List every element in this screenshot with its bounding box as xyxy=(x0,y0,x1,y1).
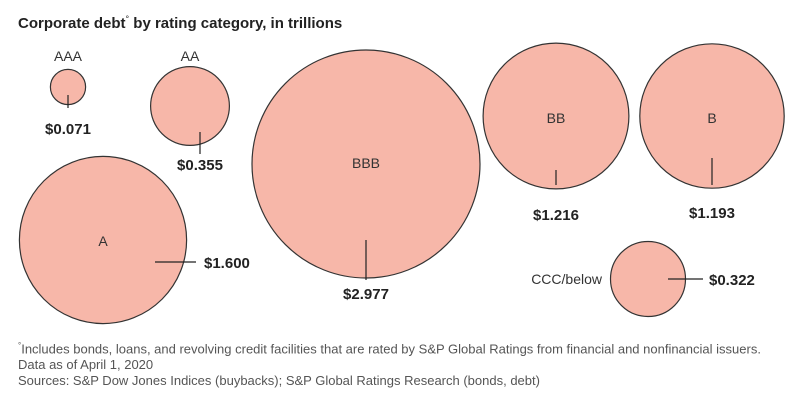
title-footnote-marker: ° xyxy=(125,14,130,24)
category-label-bb: BB xyxy=(547,110,566,126)
category-label-a: A xyxy=(98,233,108,249)
value-label-bbb: $2.977 xyxy=(343,286,389,303)
category-label-aa: AA xyxy=(181,48,200,64)
value-label-b: $1.193 xyxy=(689,205,735,222)
category-label-aaa: AAA xyxy=(54,48,83,64)
bubble-aa xyxy=(150,65,231,147)
category-label-b: B xyxy=(707,110,716,126)
category-label-bbb: BBB xyxy=(352,155,380,171)
footnote: °Includes bonds, loans, and revolving cr… xyxy=(18,341,761,373)
bubble-a xyxy=(18,155,188,325)
chart-notes: °Includes bonds, loans, and revolving cr… xyxy=(18,338,788,389)
bubble-chart: AAA $0.071 AA $0.355 BBB $2.977 BB $1.216 B $1.19… xyxy=(18,42,785,325)
value-label-bb: $1.216 xyxy=(533,207,579,224)
value-label-aa: $0.355 xyxy=(177,157,223,174)
sources: Sources: S&P Dow Jones Indices (buybacks… xyxy=(18,373,540,389)
value-label-a: $1.600 xyxy=(204,255,250,272)
bubble-b xyxy=(639,43,785,189)
value-label-aaa: $0.071 xyxy=(45,121,91,138)
category-label-ccc-below: CCC/below xyxy=(531,271,603,287)
chart-title: Corporate debt° by rating category, in t… xyxy=(18,14,343,32)
bubble-bb xyxy=(482,42,630,190)
value-label-ccc-below: $0.322 xyxy=(709,272,755,289)
